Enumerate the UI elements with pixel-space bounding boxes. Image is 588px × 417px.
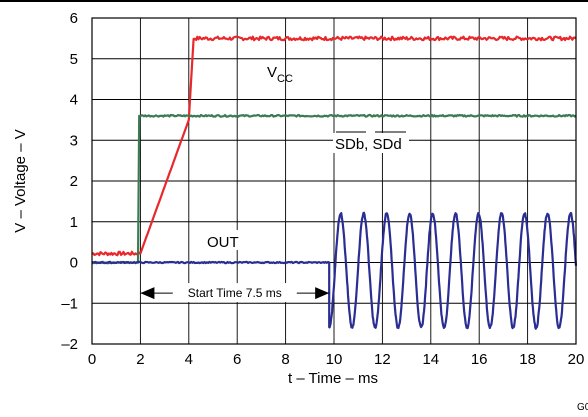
x-tick-label: 6 xyxy=(233,351,241,368)
y-tick-label: 2 xyxy=(70,173,78,190)
y-tick-label: 6 xyxy=(70,10,78,27)
x-axis-title: t – Time – ms xyxy=(288,370,378,387)
annotation-arrowhead-right xyxy=(315,287,330,300)
vcc-label-main: V xyxy=(267,64,277,81)
top-rule xyxy=(0,0,588,2)
series-line-sd xyxy=(91,113,577,265)
series-layer xyxy=(91,35,578,330)
vcc-label-sub: CC xyxy=(277,73,293,85)
series-label-out: OUT xyxy=(207,234,239,251)
annotation-arrowhead-left xyxy=(140,287,155,300)
x-tick-label: 12 xyxy=(374,351,391,368)
series-line-vcc xyxy=(91,35,577,257)
x-tick-label: 10 xyxy=(326,351,343,368)
x-tick-label: 2 xyxy=(136,351,144,368)
y-tick-label: –1 xyxy=(61,295,78,312)
series-line-out xyxy=(91,211,578,330)
x-tick-label: 18 xyxy=(519,351,536,368)
figure-code: G0 xyxy=(577,402,588,413)
y-tick-label: 0 xyxy=(70,255,78,272)
x-tick-label: 16 xyxy=(471,351,488,368)
y-tick-label: 4 xyxy=(70,92,78,109)
y-tick-label: 1 xyxy=(70,214,78,231)
x-tick-label: 0 xyxy=(88,351,96,368)
start-time-annotation: Start Time 7.5 ms xyxy=(140,283,330,303)
annotation-text: Start Time 7.5 ms xyxy=(188,286,282,300)
series-label-sd: SDb, SDd xyxy=(335,136,402,153)
y-tick-label: –2 xyxy=(61,336,78,353)
plot-frame xyxy=(91,17,577,345)
x-tick-label: 14 xyxy=(422,351,439,368)
y-axis-title: V – Voltage – V xyxy=(12,129,29,232)
out-label-box xyxy=(205,230,243,250)
x-tick-label: 4 xyxy=(185,351,193,368)
y-tick-label: 5 xyxy=(70,51,78,68)
series-label-vcc: VCC xyxy=(267,64,293,85)
x-tick-label: 8 xyxy=(281,351,289,368)
y-tick-label: 3 xyxy=(70,132,78,149)
x-tick-label: 20 xyxy=(568,351,585,368)
annotation-text-bg xyxy=(172,283,297,303)
sd-label-box xyxy=(333,133,409,153)
